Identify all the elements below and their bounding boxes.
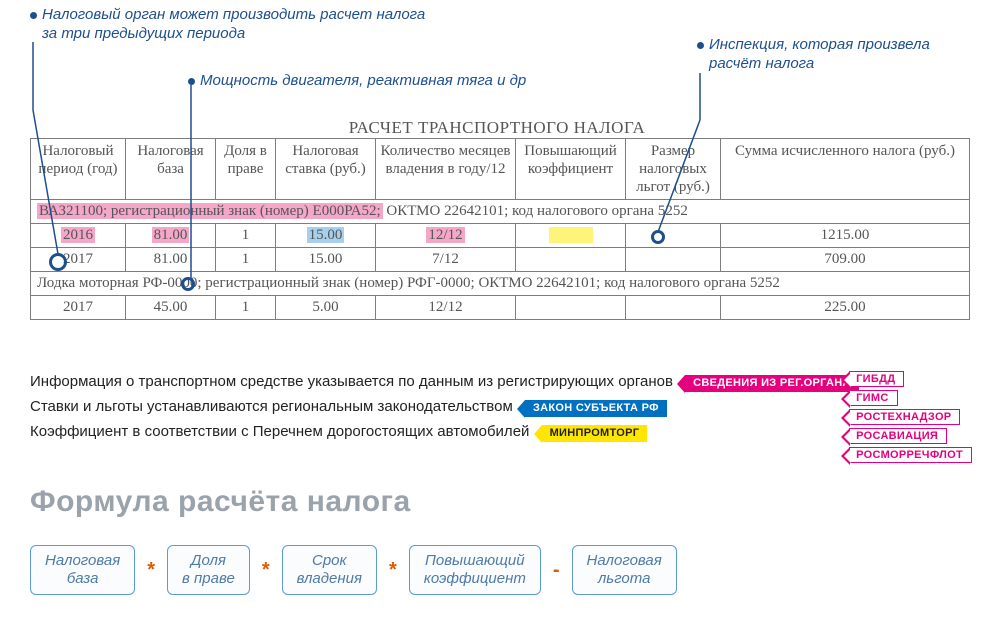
circle-marker-year xyxy=(49,253,67,271)
data-row-1: 2016 81.00 1 15.00 12/12 1215.00 xyxy=(31,224,970,248)
tag-reg-organ: СВЕДЕНИЯ ИЗ РЕГ.ОРГАНА xyxy=(685,375,859,392)
tax-calculation-table: Налоговый период (год) Налоговая база До… xyxy=(30,138,970,320)
cell-base: 81.00 xyxy=(126,224,216,248)
operator-multiply: * xyxy=(389,559,397,582)
cell-base: 45.00 xyxy=(126,296,216,320)
formula-title: Формула расчёта налога xyxy=(30,485,411,519)
tag-minpromtorg: МИНПРОМТОРГ xyxy=(542,425,648,442)
col-months: Количество месяцев владения в году/12 xyxy=(376,139,516,200)
legend-text: Коэффициент в соответствии с Перечнем до… xyxy=(30,423,529,440)
formula-box-share: Доляв праве xyxy=(167,545,250,595)
annotation-text: Налоговый орган может производить расчет… xyxy=(42,6,425,23)
formula-box-benefit: Налоговаяльгота xyxy=(572,545,677,595)
annotation-text: Инспекция, которая произвела xyxy=(709,36,930,53)
legend-text: Информация о транспортном средстве указы… xyxy=(30,373,673,390)
col-period: Налоговый период (год) xyxy=(31,139,126,200)
annotation-text: за три предыдущих периода xyxy=(42,25,245,42)
formula-box-base: Налоговаябаза xyxy=(30,545,135,595)
col-coef: Повышающий коэффициент xyxy=(516,139,626,200)
cell-rate: 15.00 xyxy=(276,224,376,248)
annotation-engine-power: Мощность двигателя, реактивная тяга и др xyxy=(188,72,526,91)
cell-benefits xyxy=(626,296,721,320)
cell-months: 12/12 xyxy=(376,296,516,320)
cell-total: 1215.00 xyxy=(721,224,970,248)
formula-row: Налоговаябаза * Доляв праве * Сроквладен… xyxy=(30,545,677,595)
cell-base: 81.00 xyxy=(126,248,216,272)
formula-box-period: Сроквладения xyxy=(282,545,377,595)
formula-box-coef: Повышающийкоэффициент xyxy=(409,545,541,595)
legend-row-3: Коэффициент в соответствии с Перечнем до… xyxy=(30,423,647,442)
tag-region-law: ЗАКОН СУБЪЕКТА РФ xyxy=(525,400,667,417)
bullet-icon xyxy=(188,78,195,85)
vehicle-row-1: ВАЗ21100; регистрационный знак (номер) Е… xyxy=(31,200,970,224)
vehicle-rest: ОКТМО 22642101; код налогового органа 52… xyxy=(383,203,688,219)
col-benefits: Размер налоговых льгот (руб.) xyxy=(626,139,721,200)
cell-months: 12/12 xyxy=(376,224,516,248)
legend-text: Ставки и льготы устанавливаются регионал… xyxy=(30,398,513,415)
reg-tag: ГИМС xyxy=(849,390,897,406)
vehicle-info: Лодка моторная РФ-0000; регистрационный … xyxy=(31,272,970,296)
cell-benefits xyxy=(626,248,721,272)
circle-marker-base xyxy=(181,277,195,291)
legend-row-1: Информация о транспортном средстве указы… xyxy=(30,373,859,392)
annotation-inspection: Инспекция, которая произвела расчёт нало… xyxy=(697,36,930,74)
cell-share: 1 xyxy=(216,224,276,248)
cell-benefits xyxy=(626,224,721,248)
cell-coef xyxy=(516,224,626,248)
col-share: Доля в праве xyxy=(216,139,276,200)
col-base: Налоговая база xyxy=(126,139,216,200)
col-total: Сумма исчисленного налога (руб.) xyxy=(721,139,970,200)
cell-year: 2017 xyxy=(31,248,126,272)
cell-coef xyxy=(516,248,626,272)
vehicle-info: ВАЗ21100; регистрационный знак (номер) Е… xyxy=(31,200,970,224)
cell-year: 2016 xyxy=(31,224,126,248)
col-rate: Налоговая ставка (руб.) xyxy=(276,139,376,200)
reg-org-tags: ГИБДД ГИМС РОСТЕХНАДЗОР РОСАВИАЦИЯ РОСМО… xyxy=(849,371,972,463)
legend-row-2: Ставки и льготы устанавливаются регионал… xyxy=(30,398,667,417)
data-row-3: 2017 45.00 1 5.00 12/12 225.00 xyxy=(31,296,970,320)
cell-months: 7/12 xyxy=(376,248,516,272)
cell-total: 225.00 xyxy=(721,296,970,320)
operator-multiply: * xyxy=(147,559,155,582)
operator-multiply: * xyxy=(262,559,270,582)
bullet-icon xyxy=(697,42,704,49)
cell-rate: 15.00 xyxy=(276,248,376,272)
vehicle-pink-part: ВАЗ21100; регистрационный знак (номер) Е… xyxy=(37,203,383,219)
cell-share: 1 xyxy=(216,248,276,272)
operator-minus: - xyxy=(553,559,560,582)
annotation-text: Мощность двигателя, реактивная тяга и др xyxy=(200,72,526,89)
cell-total: 709.00 xyxy=(721,248,970,272)
annotation-tax-periods: Налоговый орган может производить расчет… xyxy=(30,6,425,44)
cell-year: 2017 xyxy=(31,296,126,320)
table-header-row: Налоговый период (год) Налоговая база До… xyxy=(31,139,970,200)
reg-tag: ГИБДД xyxy=(849,371,904,387)
cell-share: 1 xyxy=(216,296,276,320)
annotation-text: расчёт налога xyxy=(709,55,814,72)
reg-tag: РОСАВИАЦИЯ xyxy=(849,428,947,444)
reg-tag: РОСТЕХНАДЗОР xyxy=(849,409,960,425)
cell-coef xyxy=(516,296,626,320)
vehicle-row-2: Лодка моторная РФ-0000; регистрационный … xyxy=(31,272,970,296)
table-title: РАСЧЕТ ТРАНСПОРТНОГО НАЛОГА xyxy=(0,118,994,138)
bullet-icon xyxy=(30,12,37,19)
cell-rate: 5.00 xyxy=(276,296,376,320)
data-row-2: 2017 81.00 1 15.00 7/12 709.00 xyxy=(31,248,970,272)
reg-tag: РОСМОРРЕЧФЛОТ xyxy=(849,447,972,463)
circle-marker-org xyxy=(651,230,665,244)
